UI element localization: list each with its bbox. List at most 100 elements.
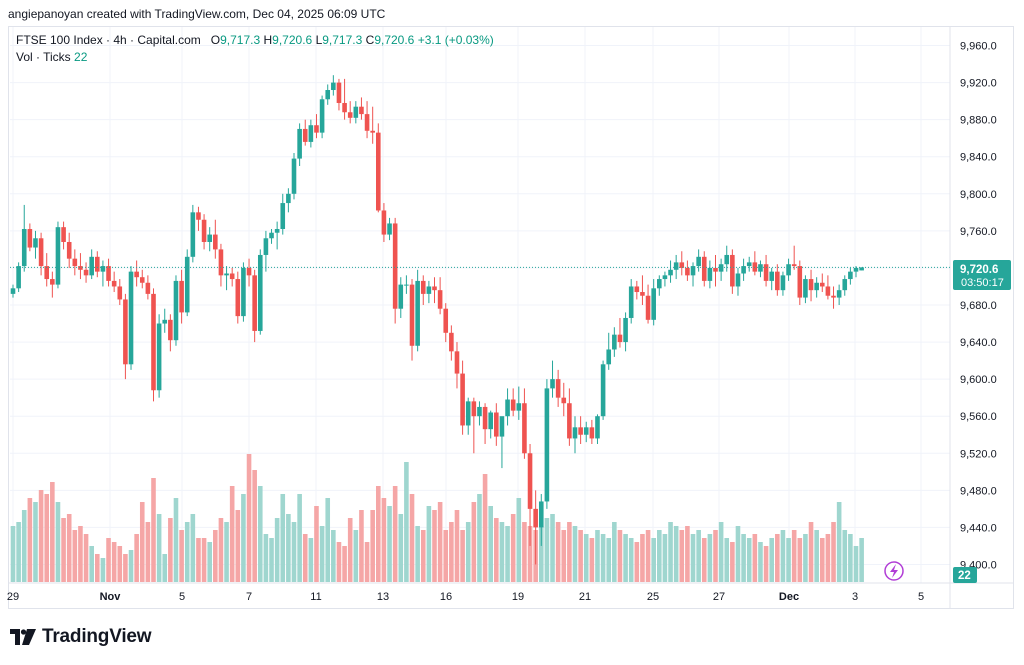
candle-body — [224, 273, 229, 276]
volume-bar — [95, 554, 100, 582]
candle-body — [55, 227, 61, 285]
candle-body — [780, 275, 786, 291]
candle-body — [83, 269, 89, 276]
volume-bar — [471, 502, 477, 582]
candle-body — [612, 334, 617, 350]
lightning-icon[interactable] — [884, 561, 904, 581]
volume-bar — [786, 538, 791, 582]
volume-bar — [522, 522, 527, 582]
volume-bar — [274, 518, 280, 582]
candle-body — [95, 256, 100, 272]
volume-legend[interactable]: Vol · Ticks 22 — [16, 50, 87, 64]
candle-body — [398, 284, 404, 309]
symbol-name[interactable]: FTSE 100 Index · 4h · Capital.com — [16, 33, 201, 47]
volume-bar — [657, 530, 662, 582]
candles — [10, 75, 864, 565]
candle-body — [291, 158, 297, 194]
volume-bar — [713, 530, 718, 582]
candle-body — [50, 279, 55, 285]
volume-bar — [505, 526, 510, 582]
candle-body — [241, 267, 246, 317]
volume-bar — [111, 542, 117, 582]
candle-body — [78, 266, 83, 270]
volume-bar — [589, 538, 595, 582]
candle-body — [836, 290, 842, 298]
candle-body — [381, 210, 387, 235]
volume-bar — [825, 534, 831, 582]
candle-body — [730, 254, 735, 287]
open-value: 9,717.3 — [220, 33, 261, 47]
candle-body — [662, 275, 668, 280]
candle-body — [61, 227, 66, 242]
chart-frame — [8, 26, 1014, 609]
volume-bar — [38, 490, 44, 582]
volume-bar — [808, 522, 814, 582]
candle-body — [156, 323, 162, 391]
candle-body — [477, 406, 482, 417]
volume-bar — [207, 542, 212, 582]
volume-bar — [201, 538, 207, 582]
candle-body — [72, 258, 78, 267]
candle-body — [819, 282, 825, 287]
volume-bar — [89, 546, 94, 582]
volume-bar — [482, 474, 488, 582]
candle-body — [561, 397, 567, 404]
volume-bar — [302, 534, 308, 582]
volume-bar — [392, 486, 398, 582]
symbol-legend[interactable]: FTSE 100 Index · 4h · Capital.com O9,717… — [16, 33, 494, 47]
volume-bar — [370, 510, 375, 582]
volume-bar — [555, 522, 561, 582]
volume-bar — [415, 526, 420, 582]
price-tick-label: 9,520.0 — [960, 448, 997, 460]
volume-bar — [499, 522, 505, 582]
volume-bar — [550, 514, 555, 582]
candle-body — [252, 275, 257, 331]
time-tick-label: 5 — [918, 591, 924, 603]
volume-value: 22 — [74, 50, 88, 64]
candle-body — [623, 317, 628, 343]
volume-bar — [651, 538, 656, 582]
candle-body — [269, 232, 274, 239]
candle-body — [460, 373, 465, 426]
last-price-value: 9,720.6 — [960, 264, 998, 276]
time-tick-label: 11 — [310, 591, 321, 603]
volume-bar — [685, 526, 690, 582]
candle-body — [370, 130, 375, 133]
volume-bar — [106, 538, 111, 582]
volume-bar — [567, 522, 572, 582]
candle-body — [544, 388, 550, 502]
volume-bar — [735, 526, 741, 582]
volume-bar — [353, 530, 359, 582]
candle-body — [392, 223, 398, 309]
volume-bars — [10, 454, 864, 582]
tradingview-logo[interactable]: TradingView — [10, 626, 152, 648]
volume-bar — [55, 502, 61, 582]
candle-body — [668, 269, 673, 276]
volume-bar — [83, 534, 89, 582]
candle-body — [437, 290, 443, 309]
price-tick-label: 9,560.0 — [960, 411, 997, 423]
candle-body — [409, 284, 415, 346]
volume-bar — [359, 510, 364, 582]
candle-body — [494, 412, 499, 437]
candle-body — [595, 416, 600, 439]
price-tick-label: 9,880.0 — [960, 115, 997, 127]
volume-bar — [595, 530, 600, 582]
volume-bar — [600, 534, 606, 582]
candle-body — [550, 379, 555, 389]
volume-bar — [814, 530, 819, 582]
candle-body — [235, 279, 241, 317]
candle-body — [583, 427, 589, 435]
volume-bar — [280, 494, 286, 582]
volume-bar — [184, 522, 190, 582]
volume-bar — [381, 498, 387, 582]
candle-body — [38, 238, 44, 267]
candle-body — [505, 399, 510, 417]
candle-body — [420, 280, 426, 294]
low-label: L — [315, 33, 323, 47]
candle-body — [364, 114, 370, 131]
volume-bar — [617, 530, 623, 582]
candle-body — [66, 241, 72, 259]
volume-bar — [859, 538, 864, 582]
